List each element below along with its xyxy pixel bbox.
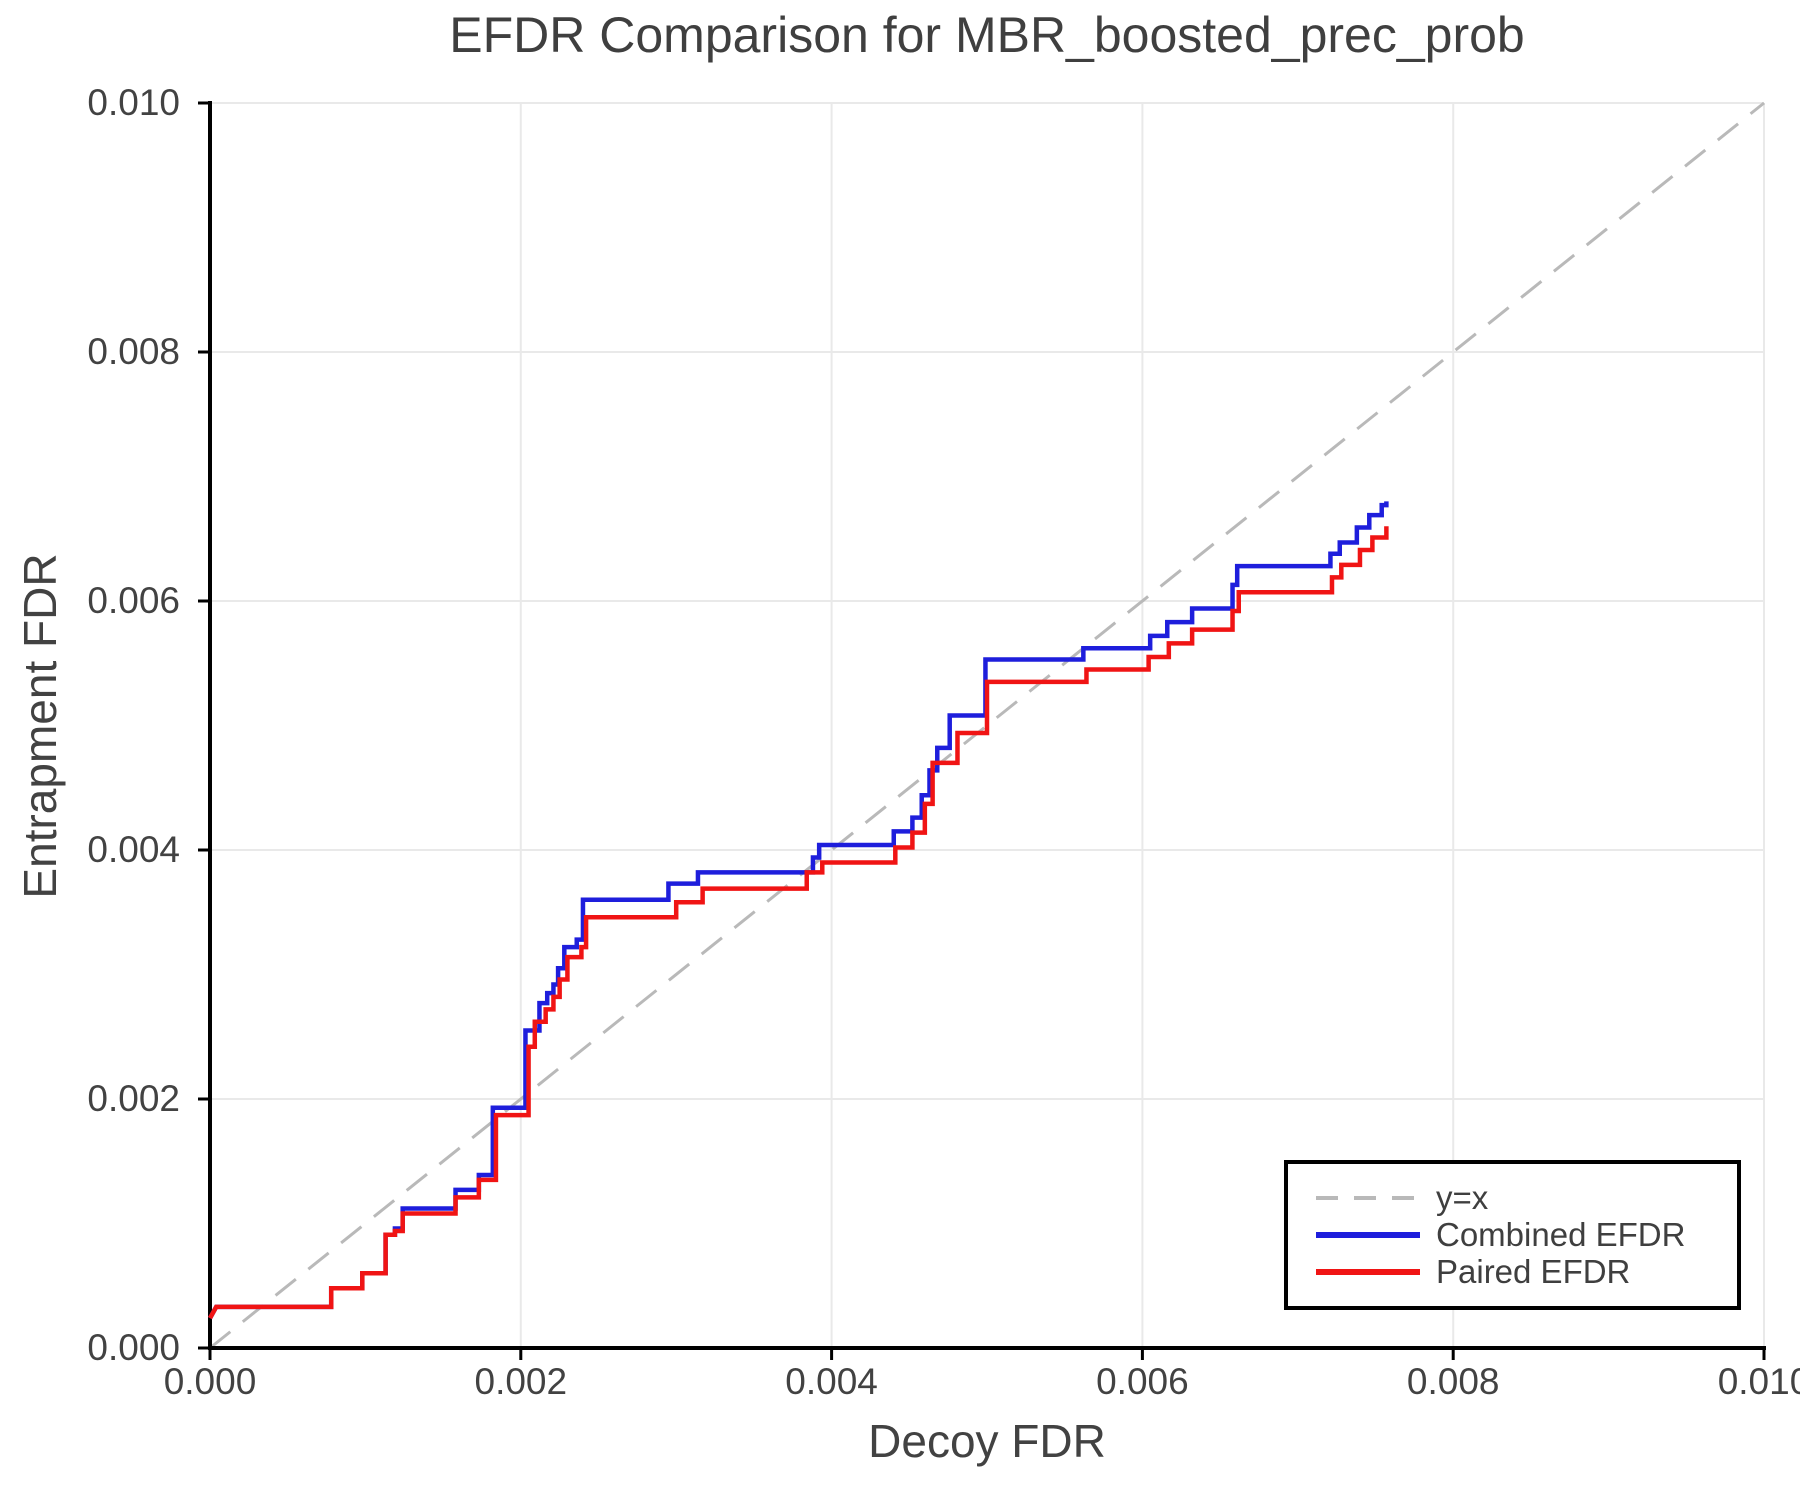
paired-efdr-line-sample	[1316, 1269, 1420, 1275]
y-tick-label: 0.010	[87, 82, 180, 123]
x-tick-label: 0.008	[1406, 1361, 1500, 1402]
combined-efdr-line-sample	[1316, 1232, 1420, 1238]
x-tick-label: 0.004	[785, 1361, 878, 1402]
y-tick-label: 0.008	[87, 331, 180, 372]
x-tick-label: 0.002	[474, 1361, 568, 1402]
yx-dashed-line-sample	[1316, 1196, 1420, 1200]
y-tick-label: 0.004	[87, 829, 180, 870]
x-tick-label: 0.000	[163, 1361, 257, 1402]
legend-label: y=x	[1436, 1179, 1489, 1216]
legend-item-combined-efdr: Combined EFDR	[1316, 1216, 1737, 1254]
x-tick-label: 0.010	[1717, 1361, 1800, 1402]
legend-item-yx: y=x	[1316, 1179, 1737, 1217]
legend-item-paired-efdr: Paired EFDR	[1316, 1253, 1737, 1291]
legend-label: Paired EFDR	[1436, 1253, 1631, 1290]
x-axis-label: Decoy FDR	[868, 1415, 1106, 1467]
legend-label: Combined EFDR	[1436, 1216, 1686, 1253]
chart-title: EFDR Comparison for MBR_boosted_prec_pro…	[449, 7, 1525, 63]
y-tick-label: 0.002	[87, 1078, 180, 1119]
x-tick-label: 0.006	[1096, 1361, 1189, 1402]
series-combined-efdr	[208, 501, 1389, 1320]
legend: y=x Combined EFDR Paired EFDR	[1284, 1160, 1741, 1310]
series-paired-efdr	[208, 526, 1389, 1320]
y-tick-label: 0.000	[87, 1327, 180, 1368]
reference-line-y-equals-x	[209, 101, 1765, 1350]
y-tick-label: 0.006	[87, 580, 180, 621]
